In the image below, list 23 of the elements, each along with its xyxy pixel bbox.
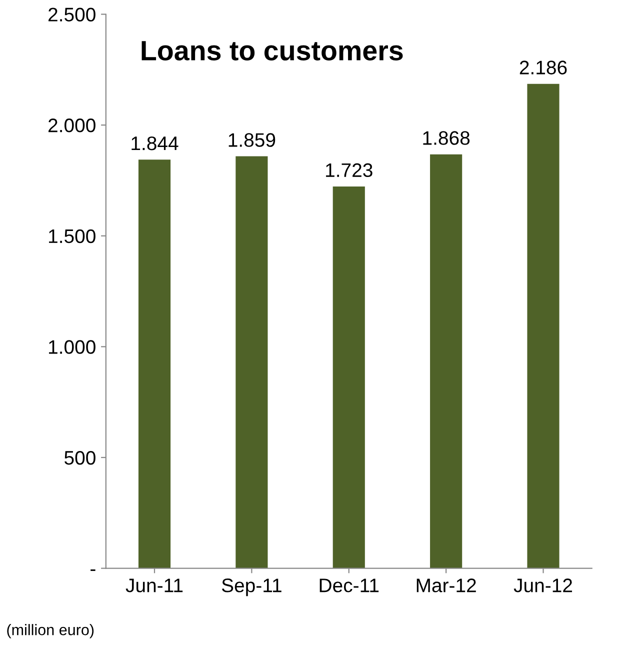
bar xyxy=(236,156,268,568)
text: (million euro) xyxy=(7,624,94,638)
y-tick-label: 2.000 xyxy=(48,118,96,132)
text: Loans to customers xyxy=(142,41,403,60)
y-tick-label: 500 xyxy=(64,450,96,465)
bar xyxy=(332,186,365,568)
x-tick-label: Mar-12 xyxy=(416,578,476,592)
x-tick-label: Sep-11 xyxy=(222,578,282,596)
x-tick-label: Dec-11 xyxy=(320,578,379,592)
y-tick-label: 2.500 xyxy=(48,8,96,22)
data-label: 2.186 xyxy=(520,60,567,74)
x-tick-label: Jun-11 xyxy=(126,578,183,592)
y-tick-label: 1.000 xyxy=(49,340,96,354)
y-tick-label: 1.500 xyxy=(49,229,96,244)
data-label: 1.844 xyxy=(132,136,178,150)
bar xyxy=(138,160,171,568)
y-tick-label: - xyxy=(90,569,96,571)
data-label: 1.859 xyxy=(228,133,276,147)
x-tick-label: Jun-12 xyxy=(514,578,572,592)
data-label: 1.868 xyxy=(423,131,470,145)
bar xyxy=(430,154,462,568)
data-label: 1.723 xyxy=(326,163,372,178)
bar xyxy=(527,84,560,568)
